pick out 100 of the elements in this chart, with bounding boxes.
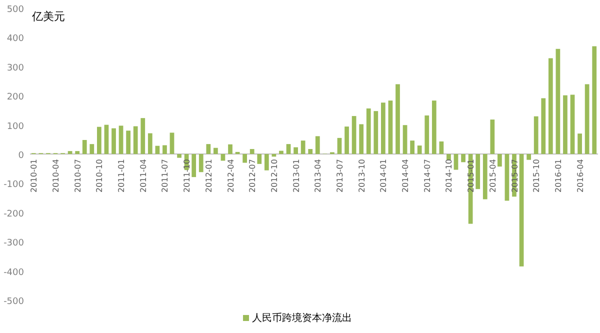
bar [192, 154, 196, 178]
bar [563, 95, 568, 154]
y-tick-label: 100 [6, 122, 24, 132]
y-tick-label: -300 [4, 238, 24, 249]
x-tick-label: 2010-07 [73, 159, 82, 192]
x-tick-label: 2015-07 [510, 159, 520, 192]
bar [439, 141, 444, 154]
bar [374, 111, 378, 154]
bar [155, 146, 160, 154]
bar [504, 154, 510, 201]
bar [454, 154, 458, 170]
bar [308, 149, 313, 154]
bar [417, 146, 422, 154]
bar [446, 154, 451, 160]
bar [242, 154, 248, 163]
y-tick-label: 400 [6, 34, 24, 44]
x-tick-label: 2015-10 [532, 159, 542, 192]
bar [388, 100, 393, 154]
bar [578, 134, 582, 154]
x-tick-label: 2011-01 [117, 159, 126, 192]
bar [490, 120, 495, 154]
bar [424, 115, 430, 154]
x-tick-label: 2012-07 [248, 159, 258, 192]
bar [279, 150, 284, 154]
x-tick-label: 2010-04 [51, 159, 60, 192]
y-tick-label: -400 [4, 268, 24, 278]
bar [534, 116, 538, 154]
y-tick-label: -500 [4, 297, 24, 307]
bar [461, 154, 466, 162]
x-tick-label: 2014-07 [422, 159, 432, 192]
legend-label: 人民币跨境资本净流出 [252, 312, 352, 324]
bar [126, 130, 130, 154]
x-tick-label: 2011-04 [138, 159, 148, 192]
x-tick-label: 2015-01 [466, 159, 476, 192]
x-tick-label: 2016-01 [554, 159, 563, 192]
bar [228, 144, 232, 154]
bar [75, 151, 80, 154]
bar [315, 136, 320, 154]
bar [286, 144, 291, 154]
y-axis-title: 亿美元 [31, 10, 65, 23]
bar [96, 126, 102, 154]
x-tick-label: 2013-07 [335, 159, 344, 192]
x-tick-label: 2013-01 [292, 159, 301, 192]
bar [498, 154, 502, 167]
bar [250, 149, 254, 154]
x-tick-label: 2011-07 [160, 159, 170, 192]
x-tick-label: 2013-10 [357, 159, 366, 192]
x-tick-label: 2015-04 [488, 159, 498, 192]
bar [162, 145, 167, 154]
bar [104, 124, 109, 154]
bar [476, 154, 480, 190]
bar [198, 154, 204, 172]
bar [366, 108, 371, 154]
y-tick-label: 200 [6, 92, 24, 103]
bar [206, 144, 211, 154]
bar [118, 126, 124, 154]
y-tick-label: 300 [6, 63, 24, 74]
x-tick-label: 2011-10 [182, 159, 192, 192]
bar [410, 140, 414, 154]
bar [68, 151, 72, 154]
bar [148, 133, 152, 154]
x-tick-label: 2013-04 [314, 159, 323, 192]
x-tick-label: 2012-04 [226, 159, 236, 192]
bar [257, 154, 262, 164]
x-tick-label: 2010-01 [30, 159, 39, 192]
x-tick-label: 2014-04 [401, 159, 410, 192]
y-tick-label: 500 [6, 5, 24, 15]
bar [482, 154, 488, 200]
bar [264, 154, 269, 170]
bar [300, 140, 306, 154]
bar [359, 124, 364, 154]
bar [526, 154, 532, 160]
bar [541, 98, 546, 154]
bar [133, 126, 138, 154]
x-tick-label: 2014-01 [379, 159, 388, 192]
bar [432, 100, 436, 154]
bar [294, 147, 298, 154]
bar [177, 154, 182, 158]
x-tick-label: 2016-04 [576, 159, 585, 192]
bar [380, 102, 386, 154]
bar [112, 128, 116, 154]
bar [556, 48, 560, 154]
bar [214, 148, 218, 154]
y-tick-label: -100 [4, 180, 24, 190]
x-tick-label: 2014-10 [444, 159, 454, 192]
bar [344, 126, 349, 154]
bar [82, 140, 87, 154]
bar [402, 125, 408, 154]
x-tick-label: 2012-01 [204, 159, 214, 192]
y-tick-label: -200 [4, 209, 24, 220]
bar [548, 58, 553, 154]
bar [170, 132, 174, 154]
bar [519, 154, 524, 266]
x-tick-label: 2010-10 [95, 159, 104, 192]
bar [570, 94, 575, 154]
y-tick-label: 0 [18, 151, 24, 161]
bar [584, 84, 590, 154]
bar [140, 118, 146, 154]
bar [396, 84, 400, 154]
bar [337, 138, 342, 154]
